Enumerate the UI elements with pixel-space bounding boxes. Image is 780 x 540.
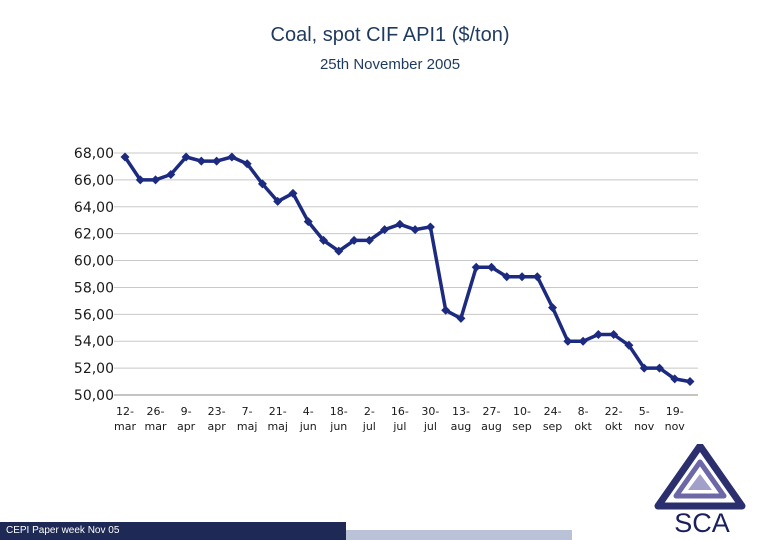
y-tick-label: 58,00: [74, 280, 114, 296]
data-point: [257, 179, 267, 189]
data-point: [624, 340, 634, 350]
x-tick-label: sep: [512, 420, 531, 433]
logo-text: SCA: [674, 508, 730, 536]
y-tick-label: 66,00: [74, 173, 114, 189]
data-point: [517, 272, 527, 282]
data-point: [364, 235, 374, 245]
x-tick-label: 2-: [364, 405, 375, 418]
x-tick-label: 16-: [391, 405, 409, 418]
data-point: [288, 188, 298, 198]
data-point: [486, 262, 496, 272]
series-line: [120, 152, 695, 387]
x-tick-label: 4-: [303, 405, 314, 418]
data-point: [578, 336, 588, 346]
data-point: [639, 363, 649, 373]
x-tick-label: 26-: [147, 405, 165, 418]
data-point: [349, 235, 359, 245]
chart-title: Coal, spot CIF API1 ($/ton): [270, 24, 510, 46]
x-tick-label: jul: [392, 420, 406, 433]
data-point: [685, 377, 695, 387]
data-point: [196, 156, 206, 166]
data-point: [135, 175, 145, 185]
x-tick-label: 9-: [181, 405, 192, 418]
x-tick-label: 30-: [421, 405, 439, 418]
data-point: [380, 225, 390, 235]
x-tick-label: jul: [423, 420, 437, 433]
data-point: [319, 235, 329, 245]
data-point: [395, 219, 405, 229]
y-tick-label: 56,00: [74, 307, 114, 323]
data-point: [120, 152, 130, 162]
y-tick-label: 54,00: [74, 334, 114, 350]
x-tick-label: 8-: [578, 405, 589, 418]
x-tick-label: 27-: [483, 405, 501, 418]
data-point: [425, 222, 435, 232]
data-point: [410, 225, 420, 235]
x-tick-label: jun: [329, 420, 347, 433]
x-tick-label: okt: [605, 420, 623, 433]
x-tick-label: 7-: [242, 405, 253, 418]
x-tick-label: 23-: [208, 405, 226, 418]
x-tick-label: 5-: [639, 405, 650, 418]
x-tick-label: jul: [362, 420, 376, 433]
footer-bar: [0, 522, 346, 540]
footer-label: CEPI Paper week Nov 05: [6, 525, 120, 536]
y-tick-label: 62,00: [74, 227, 114, 243]
x-tick-label: 24-: [544, 405, 562, 418]
data-point: [456, 313, 466, 323]
data-point: [166, 170, 176, 180]
x-tick-label: apr: [207, 420, 226, 433]
x-tick-label: aug: [481, 420, 502, 433]
x-tick-label: aug: [451, 420, 472, 433]
data-point: [273, 196, 283, 206]
data-point: [670, 374, 680, 384]
y-tick-label: 50,00: [74, 388, 114, 404]
y-tick-label: 64,00: [74, 200, 114, 216]
x-axis-ticks: 12- mar 26- mar 9- apr 23- apr 7- maj 21- maj 4- jun 1…: [114, 405, 685, 433]
x-tick-label: 21-: [269, 405, 287, 418]
x-tick-label: nov: [634, 420, 655, 433]
data-point: [563, 336, 573, 346]
y-tick-label: 60,00: [74, 254, 114, 270]
x-tick-label: 19-: [666, 405, 684, 418]
x-tick-label: nov: [665, 420, 686, 433]
data-point: [227, 152, 237, 162]
data-point: [593, 330, 603, 339]
data-point: [609, 330, 619, 339]
x-tick-label: okt: [574, 420, 592, 433]
x-tick-label: maj: [237, 420, 258, 433]
x-tick-label: mar: [145, 420, 167, 433]
data-point: [502, 272, 512, 282]
data-point: [151, 175, 161, 185]
x-tick-label: apr: [177, 420, 196, 433]
series-polyline: [123, 155, 691, 384]
x-tick-label: jun: [299, 420, 317, 433]
y-tick-label: 68,00: [74, 146, 114, 162]
data-point: [548, 303, 558, 313]
data-point: [441, 305, 451, 315]
data-point: [212, 156, 222, 166]
footer-bar-accent: [346, 530, 572, 540]
data-point: [654, 363, 664, 373]
x-tick-label: 18-: [330, 405, 348, 418]
x-tick-label: 13-: [452, 405, 470, 418]
data-point: [303, 217, 313, 227]
y-tick-label: 52,00: [74, 361, 114, 377]
x-tick-label: mar: [114, 420, 136, 433]
y-axis-ticks: 68,00 66,00 64,00 62,00 60,00 58,00 56,00 54,00…: [74, 146, 114, 404]
x-tick-label: 10-: [513, 405, 531, 418]
x-tick-label: maj: [267, 420, 288, 433]
sca-logo: SCA: [654, 444, 746, 536]
data-point: [532, 272, 542, 282]
data-point: [471, 262, 481, 272]
gridlines: [114, 152, 698, 396]
data-point: [181, 152, 191, 162]
x-tick-label: 22-: [605, 405, 623, 418]
x-tick-label: sep: [543, 420, 562, 433]
x-tick-label: 12-: [116, 405, 134, 418]
data-point: [242, 159, 252, 169]
chart-subtitle: 25th November 2005: [319, 56, 461, 73]
data-point: [334, 246, 344, 256]
